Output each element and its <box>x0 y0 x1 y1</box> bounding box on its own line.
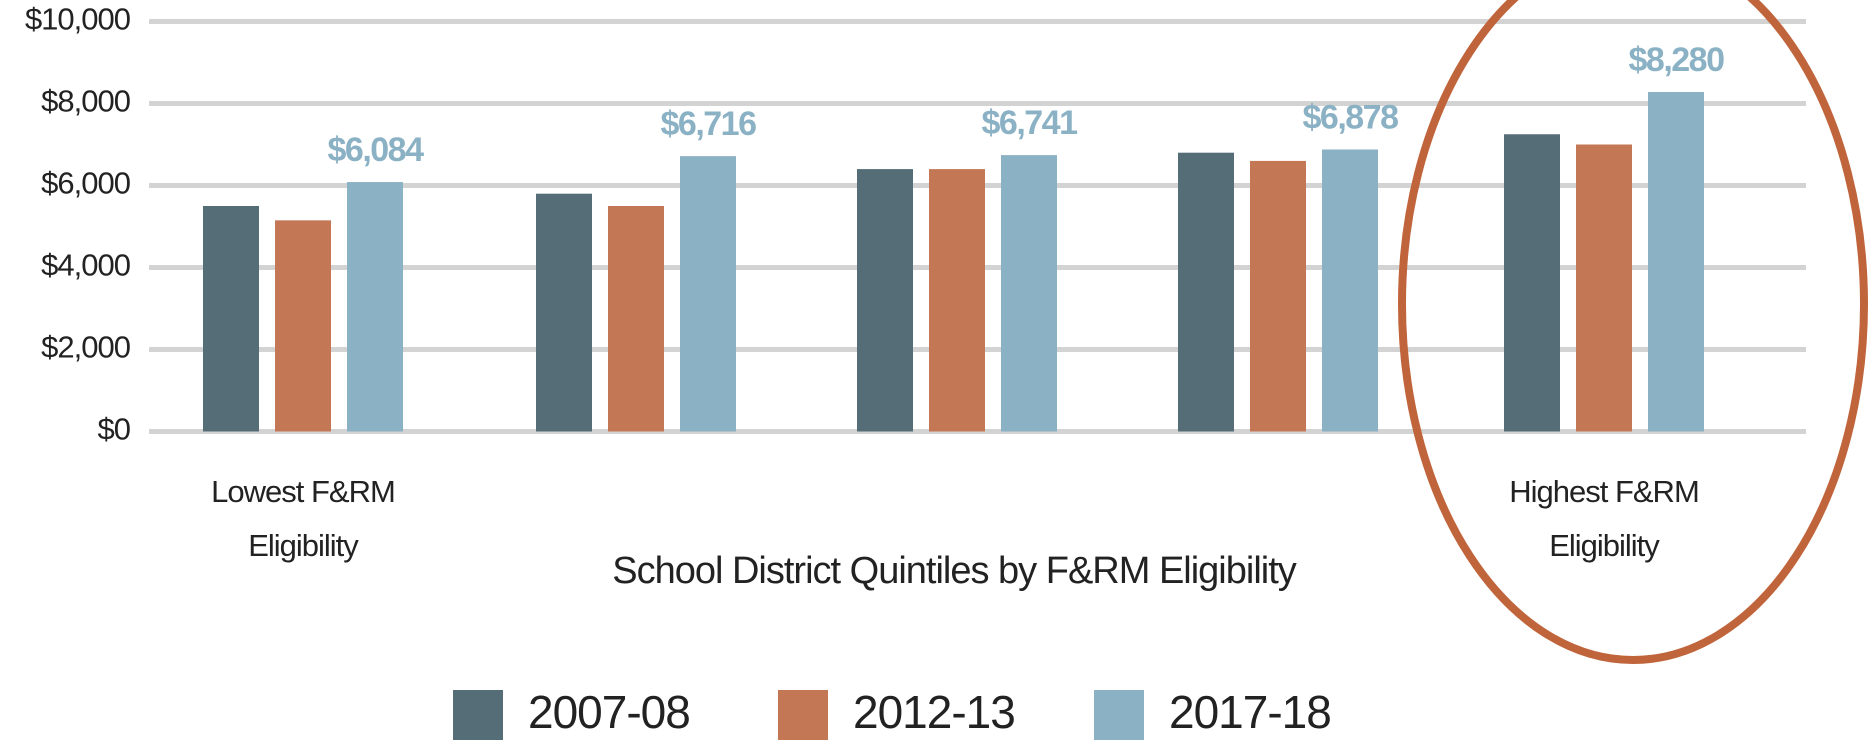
bar <box>275 220 331 432</box>
value-label: $6,878 <box>1303 98 1399 136</box>
bar <box>347 182 403 432</box>
bar <box>536 193 592 432</box>
bar <box>857 169 913 432</box>
bar <box>1250 160 1306 432</box>
value-label: $6,084 <box>328 131 425 169</box>
bar <box>680 156 736 432</box>
value-label: $8,280 <box>1629 41 1725 79</box>
bar <box>1504 134 1560 432</box>
y-tick-label: $10,000 <box>25 2 131 37</box>
legend-swatch <box>778 690 828 740</box>
y-tick-label: $0 <box>98 412 131 447</box>
bar <box>1322 149 1378 432</box>
y-tick-label: $4,000 <box>41 248 131 283</box>
legend-swatch <box>1094 690 1144 740</box>
legend-swatch <box>453 690 503 740</box>
bar <box>1648 92 1704 432</box>
value-label: $6,716 <box>661 105 757 143</box>
y-tick-label: $2,000 <box>41 330 131 365</box>
highlight-ellipse <box>1398 0 1868 664</box>
bar <box>1576 144 1632 432</box>
x-axis-title: School District Quintiles by F&RM Eligib… <box>612 550 1297 592</box>
bar <box>929 169 985 432</box>
legend-label: 2017-18 <box>1169 686 1331 738</box>
value-label: $6,741 <box>982 104 1078 142</box>
bar <box>1001 155 1057 432</box>
y-tick-label: $6,000 <box>41 166 131 201</box>
bar <box>203 206 259 432</box>
bar <box>608 206 664 432</box>
x-tick-label: Lowest F&RM Eligibility <box>211 474 396 563</box>
bar <box>1178 152 1234 432</box>
x-tick-label: Highest F&RM Eligibility <box>1509 474 1700 563</box>
legend-label: 2007-08 <box>528 686 690 738</box>
y-tick-label: $8,000 <box>41 84 131 119</box>
legend-label: 2012-13 <box>853 686 1015 738</box>
